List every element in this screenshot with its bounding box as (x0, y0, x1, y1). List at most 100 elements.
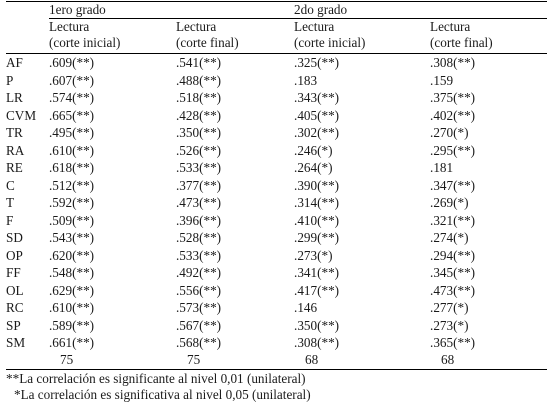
row-label: RA (6, 142, 25, 158)
correlation-cell: .541(**) (176, 55, 222, 70)
correlation-cell: .347(**) (430, 177, 476, 193)
table-notes: **La correlación es significante al nive… (6, 371, 311, 402)
correlation-cell: .518(**) (176, 90, 222, 105)
correlation-cell: .308(**) (430, 55, 476, 70)
correlation-cell: .417(**) (294, 282, 340, 298)
row-label: OP (6, 247, 23, 263)
row-label: C (6, 177, 15, 193)
table-row: OL .629(**) .556(**) .417(**) .473(**) (6, 282, 547, 300)
correlation-table: 1ero grado 2do grado Lectura (corte inici… (6, 1, 548, 370)
correlation-cell: .607(**) (49, 72, 95, 88)
correlation-cell: .273(*) (430, 317, 469, 333)
correlation-cell: .526(**) (176, 142, 222, 158)
row-label: TR (6, 125, 23, 140)
correlation-cell: .574(**) (49, 90, 95, 105)
correlation-cell: .488(**) (176, 72, 222, 88)
column-header-line2: (corte final) (430, 34, 493, 50)
correlation-cell: .294(**) (430, 247, 476, 263)
sample-size-row: 75 75 68 68 (6, 351, 548, 370)
correlation-cell: .365(**) (430, 335, 476, 350)
correlation-cell: .273(*) (294, 247, 333, 263)
correlation-cell: .405(**) (294, 107, 340, 123)
correlation-cell: .589(**) (49, 317, 95, 333)
row-label: CVM (6, 107, 37, 123)
grade-1-header: 1ero grado (49, 1, 295, 19)
correlation-cell: .567(**) (176, 317, 222, 333)
column-header: Lectura (corte inicial) (294, 18, 431, 54)
table-row: SP .589(**) .567(**) .350(**) .273(*) (6, 317, 547, 335)
correlation-cell: .377(**) (176, 177, 222, 193)
correlation-cell: .556(**) (176, 282, 222, 298)
table-row: OP .620(**) .533(**) .273(*) .294(**) (6, 247, 547, 265)
row-label: SM (6, 335, 26, 350)
correlation-cell: .509(**) (49, 212, 95, 228)
column-header-line1: Lectura (294, 19, 335, 34)
column-header: Lectura (corte final) (176, 18, 295, 54)
table-row: RA .610(**) .526(**) .246(*) .295(**) (6, 142, 547, 160)
correlation-cell: .629(**) (49, 282, 95, 298)
column-header-row: Lectura (corte inicial) Lectura (corte fin… (6, 18, 548, 54)
table-row: T .592(**) .473(**) .314(**) .269(*) (6, 194, 547, 212)
correlation-cell: .302(**) (294, 125, 340, 140)
table-row: SM .661(**) .568(**) .308(**) .365(**) (6, 334, 547, 352)
correlation-cell: .350(**) (176, 125, 222, 140)
row-label: LR (6, 90, 23, 105)
column-header-line1: Lectura (430, 19, 471, 34)
row-label: F (6, 212, 14, 228)
correlation-cell: .610(**) (49, 300, 95, 315)
correlation-cell: .665(**) (49, 107, 95, 123)
row-label: P (6, 72, 14, 88)
correlation-cell: .264(*) (294, 160, 333, 175)
correlation-cell: .402(**) (430, 107, 476, 123)
column-header-line2: (corte inicial) (49, 34, 121, 50)
column-header: Lectura (corte inicial) (49, 18, 176, 54)
correlation-cell: .528(**) (176, 230, 222, 245)
correlation-cell: .473(**) (176, 195, 222, 210)
correlation-cell: .341(**) (294, 265, 340, 280)
grade-header-row: 1ero grado 2do grado (6, 1, 548, 19)
correlation-cell: .308(**) (294, 335, 340, 350)
sample-size-cell: 75 (176, 351, 295, 370)
correlation-cell: .295(**) (430, 142, 476, 158)
correlation-cell: .299(**) (294, 230, 340, 245)
row-label: RC (6, 300, 24, 315)
column-header-line1: Lectura (176, 19, 217, 34)
row-label (6, 351, 49, 370)
table-row: TR .495(**) .350(**) .302(**) .270(*) (6, 124, 547, 142)
row-label: SP (6, 317, 21, 333)
correlation-cell: .277(*) (430, 300, 469, 315)
grade-2-header: 2do grado (294, 1, 548, 19)
correlation-cell: .314(**) (294, 195, 340, 210)
correlation-cell: .568(**) (176, 335, 222, 350)
row-label: T (6, 195, 15, 210)
correlation-cell: .183 (294, 72, 318, 88)
correlation-cell: .350(**) (294, 317, 340, 333)
correlation-cell: .345(**) (430, 265, 476, 280)
table-row: LR .574(**) .518(**) .343(**) .375(**) (6, 89, 547, 107)
correlation-cell: .661(**) (49, 335, 95, 350)
sample-size-cell: 68 (430, 351, 548, 370)
correlation-cell: .181 (430, 160, 454, 175)
correlation-cell: .473(**) (430, 282, 476, 298)
correlation-cell: .543(**) (49, 230, 95, 245)
correlation-cell: .325(**) (294, 55, 340, 70)
correlation-cell: .270(*) (430, 125, 469, 140)
table-row: FF .548(**) .492(**) .341(**) .345(**) (6, 264, 547, 282)
row-label: AF (6, 55, 23, 70)
correlation-cell: .390(**) (294, 177, 340, 193)
correlation-cell: .396(**) (176, 212, 222, 228)
column-header-line2: (corte inicial) (294, 34, 366, 50)
correlation-cell: .548(**) (49, 265, 95, 280)
correlation-cell: .269(*) (430, 195, 469, 210)
table-row: RC .610(**) .573(**) .146 .277(*) (6, 299, 547, 317)
column-header-line2: (corte final) (176, 34, 239, 50)
correlation-cell: .246(*) (294, 142, 333, 158)
table-row: F .509(**) .396(**) .410(**) .321(**) (6, 212, 547, 230)
corner-cell (6, 1, 49, 19)
row-label: OL (6, 282, 24, 298)
correlation-cell: .573(**) (176, 300, 222, 315)
correlation-cell: .533(**) (176, 160, 222, 175)
column-header: Lectura (corte final) (430, 18, 548, 54)
table-row: CVM .665(**) .428(**) .405(**) .402(**) (6, 107, 547, 125)
correlation-cell: .343(**) (294, 90, 340, 105)
